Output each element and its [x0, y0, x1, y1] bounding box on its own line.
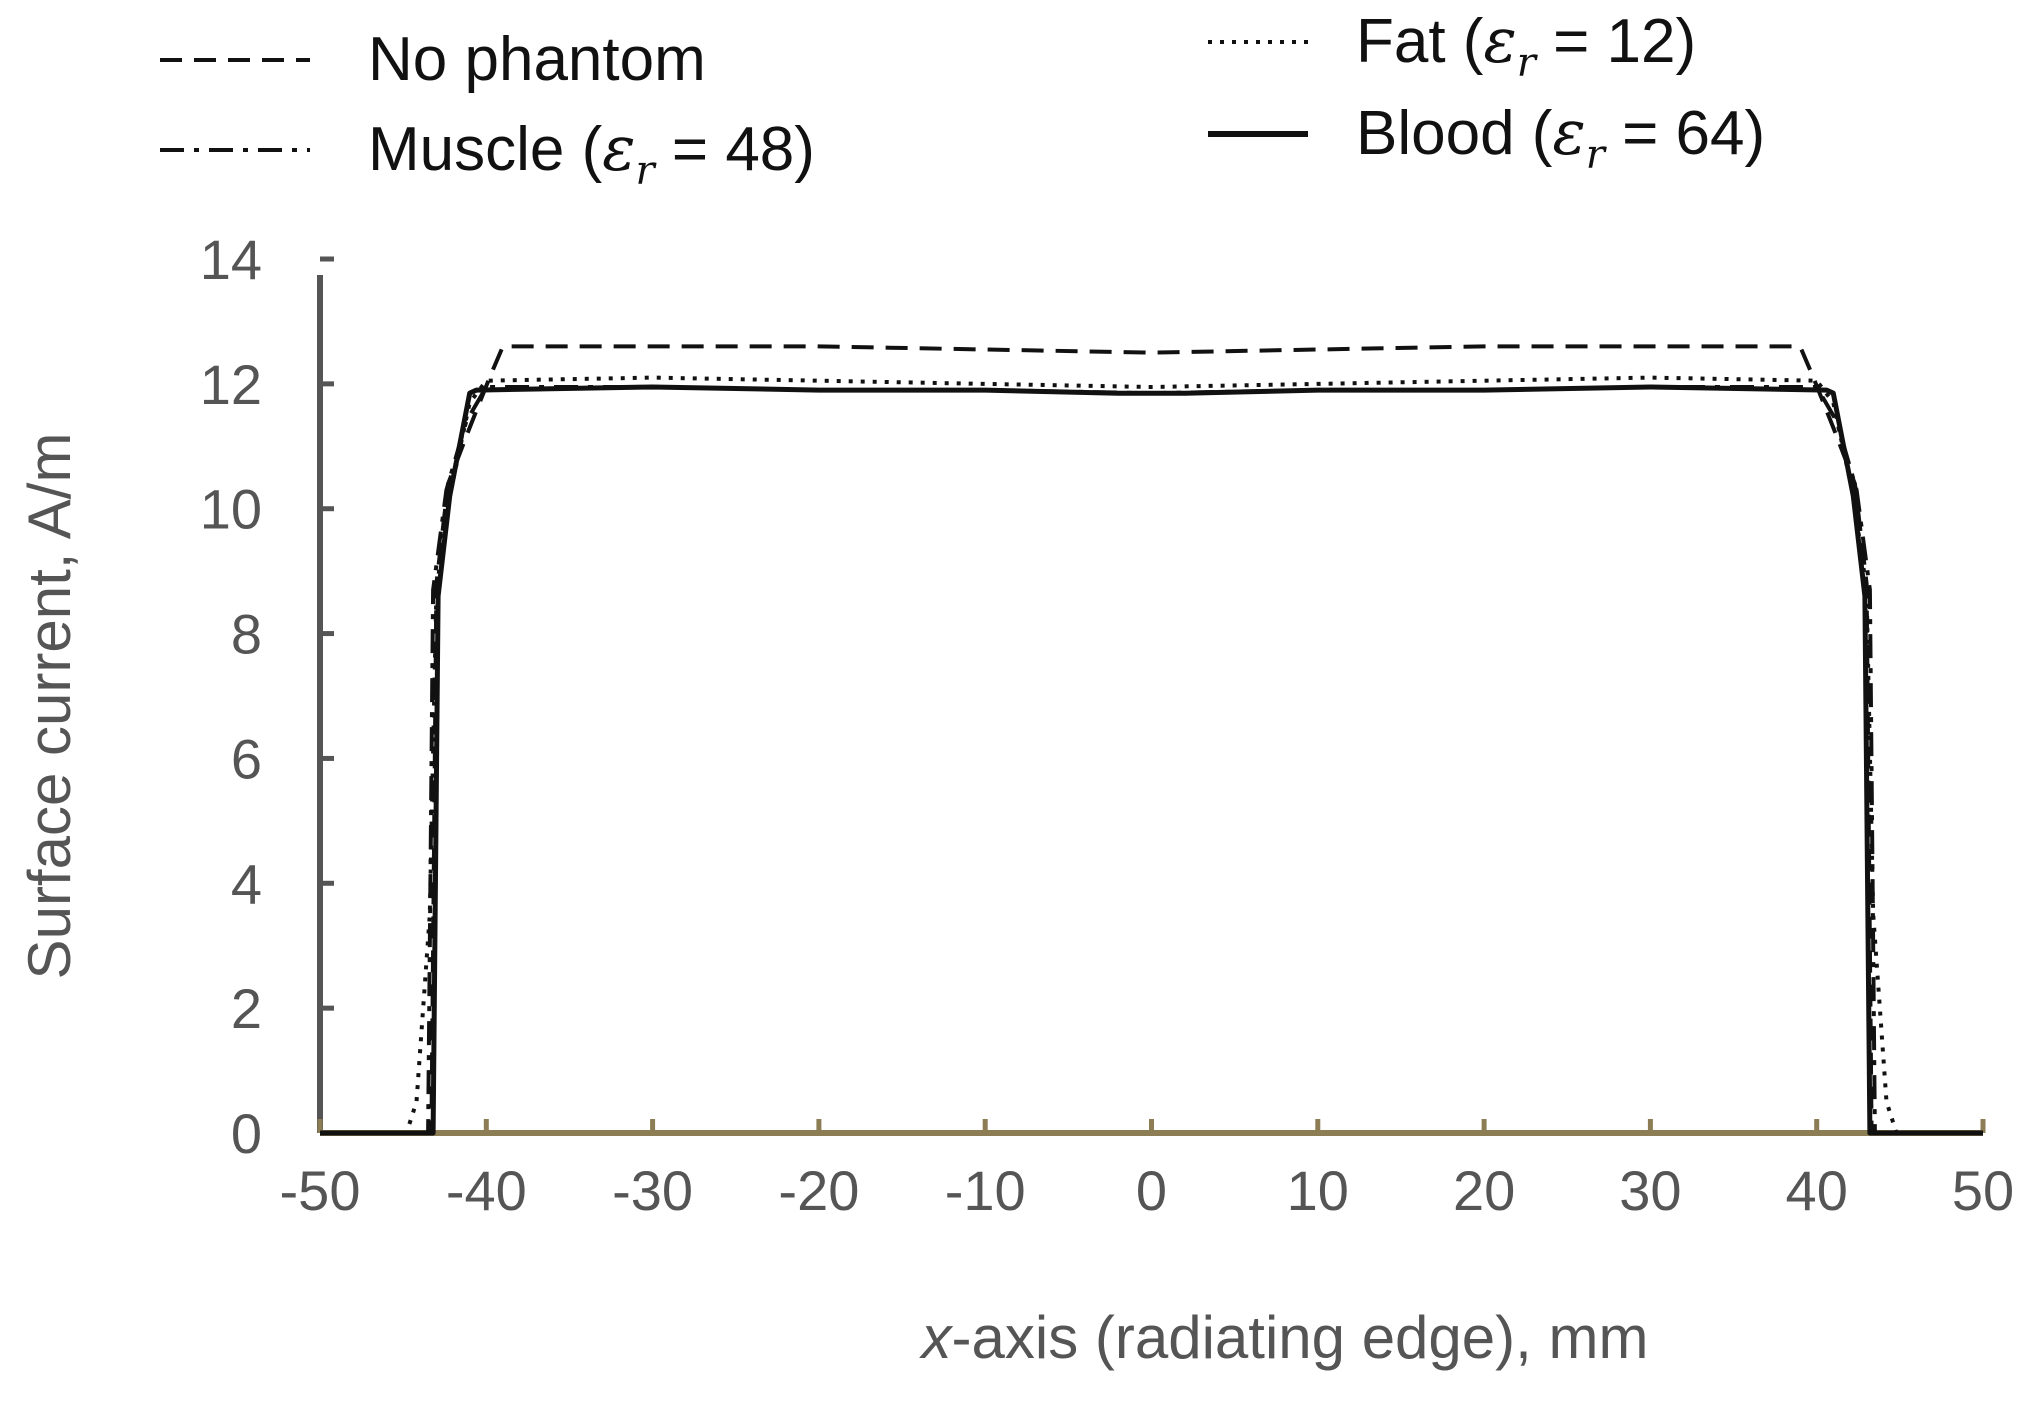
- legend-label-text: Blood (: [1356, 99, 1553, 168]
- legend-label-muscle: Muscle (εr = 48): [368, 112, 815, 194]
- epsilon-subscript: r: [1586, 132, 1608, 178]
- y-tick-label: 2: [231, 977, 262, 1040]
- epsilon-symbol: ε: [1483, 4, 1516, 77]
- x-tick-label: 20: [1453, 1159, 1515, 1222]
- legend-label-blood: Blood (εr = 64): [1356, 96, 1765, 178]
- legend-label-text: No phantom: [368, 25, 706, 94]
- y-tick-label: 4: [231, 852, 262, 915]
- x-tick-label: -40: [446, 1159, 527, 1222]
- y-tick-label: 10: [200, 478, 262, 541]
- y-tick-label: 8: [231, 603, 262, 666]
- epsilon-symbol: ε: [1552, 96, 1585, 169]
- epsilon-symbol: ε: [602, 112, 635, 185]
- x-axis-title-italic: x: [919, 1304, 954, 1371]
- legend-label-value: = 12): [1536, 7, 1696, 76]
- x-axis-title: x-axis (radiating edge), mm: [919, 1304, 1649, 1371]
- x-tick-label: -20: [778, 1159, 859, 1222]
- y-tick-label: 0: [231, 1102, 262, 1165]
- x-tick-label: 40: [1786, 1159, 1848, 1222]
- legend-label-value: = 48): [655, 115, 815, 184]
- legend-label-text: Muscle (: [368, 115, 603, 184]
- x-tick-label: 50: [1952, 1159, 2014, 1222]
- legend-label-fat: Fat (εr = 12): [1356, 4, 1696, 86]
- series-line-muscle: [320, 385, 1983, 1135]
- y-axis-title: Surface current, A/m: [16, 433, 83, 980]
- legend-label-value: = 64): [1605, 99, 1765, 168]
- x-tick-label: -50: [280, 1159, 361, 1222]
- x-tick-label: -10: [945, 1159, 1026, 1222]
- series-line-no-phantom: [320, 344, 1983, 1135]
- legend-label-no-phantom: No phantom: [368, 25, 706, 94]
- x-tick-label: -30: [612, 1159, 693, 1222]
- series-line-blood: [320, 384, 1983, 1136]
- x-tick-label: 30: [1619, 1159, 1681, 1222]
- y-tick-label: 12: [200, 353, 262, 416]
- x-ticks: -50 -40 -30 -20 -10 0 10 20 30 40 50: [280, 1119, 2014, 1222]
- epsilon-subscript: r: [636, 148, 658, 194]
- legend-label-text: Fat (: [1356, 7, 1484, 76]
- y-tick-label: 6: [231, 727, 262, 790]
- series-line-fat: [320, 375, 1983, 1135]
- y-tick-label: 14: [200, 228, 262, 291]
- series-lines: [320, 344, 1983, 1136]
- x-tick-label: 10: [1287, 1159, 1349, 1222]
- legend: No phantom Fat (εr = 12)Muscle (εr = 48) B…: [160, 4, 1765, 194]
- epsilon-subscript: r: [1517, 40, 1539, 86]
- x-axis-title-rest: -axis (radiating edge), mm: [952, 1304, 1649, 1371]
- y-ticks: 0 2 4 6 8 10 12 14: [200, 228, 334, 1165]
- x-tick-label: 0: [1136, 1159, 1167, 1222]
- axes: [317, 275, 1983, 1136]
